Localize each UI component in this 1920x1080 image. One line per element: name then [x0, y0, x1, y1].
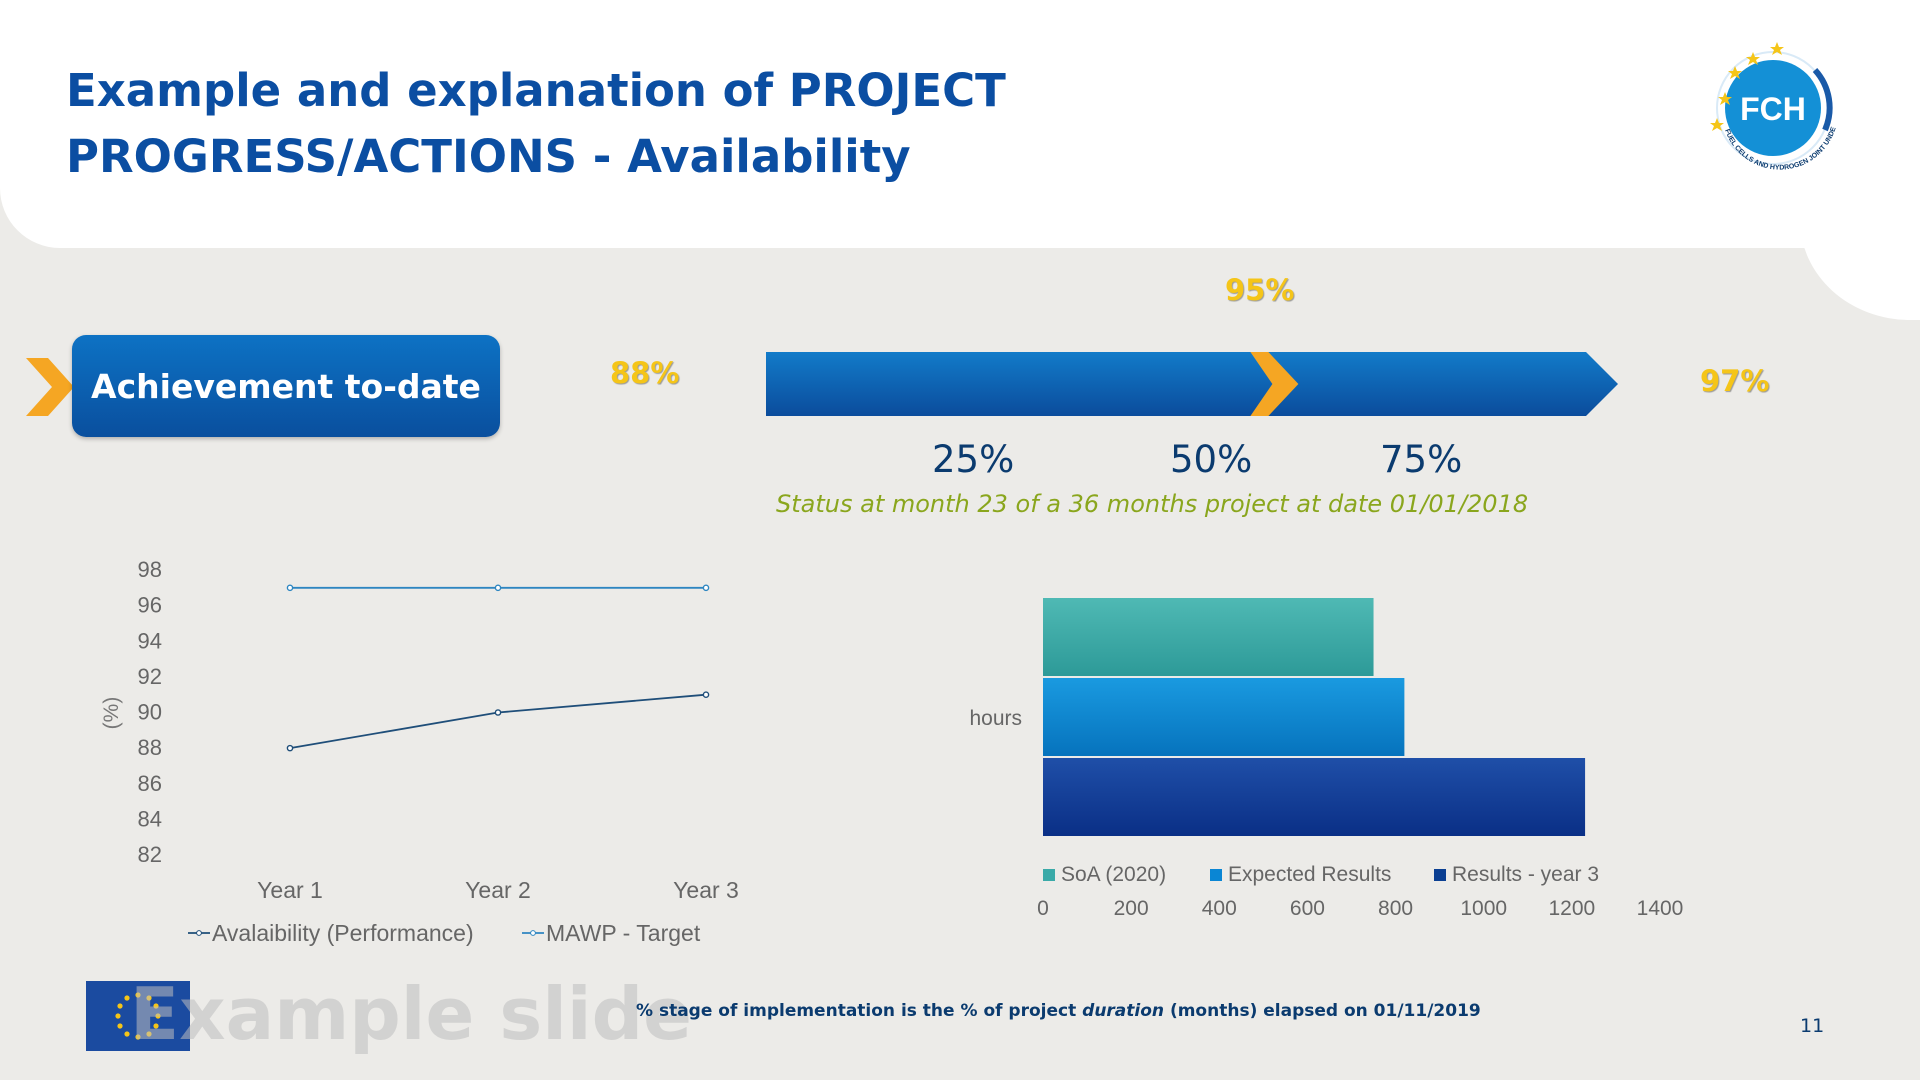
eu-flag-icon	[86, 981, 190, 1051]
target-value: 97%	[1700, 364, 1770, 398]
svg-text:FCH: FCH	[1740, 91, 1806, 127]
x-tick-label: 600	[1290, 897, 1325, 920]
hours-bar-chart: hours SoA (2020) Expected Results Results -…	[969, 598, 1684, 920]
legend-marker	[530, 930, 536, 936]
x-tick-label: 0	[1037, 897, 1049, 920]
y-tick-label: 98	[138, 557, 162, 582]
marker-75: 75%	[1380, 438, 1463, 481]
header-curve	[1800, 210, 1920, 320]
data-point	[494, 709, 502, 716]
eu-stars-icon	[1710, 42, 1784, 131]
bar-1	[1043, 678, 1405, 756]
y-tick-label: 84	[138, 806, 162, 831]
legend-swatch	[1210, 869, 1222, 881]
bar-2	[1043, 758, 1586, 836]
y-tick-label: 88	[138, 735, 162, 760]
marker-25: 25%	[932, 438, 1015, 481]
bar-0	[1043, 598, 1374, 676]
x-tick-label: 400	[1202, 897, 1237, 920]
start-value: 88%	[610, 356, 680, 390]
legend-label: Results - year 3	[1452, 863, 1599, 886]
x-tick-label: 1400	[1637, 897, 1684, 920]
marker-50: 50%	[1170, 438, 1253, 481]
y-tick-label: 96	[138, 593, 162, 618]
legend-swatch	[1043, 869, 1055, 881]
data-point	[702, 691, 710, 698]
x-tick-label: Year 1	[257, 877, 323, 903]
y-tick-label: 92	[138, 664, 162, 689]
category-label: hours	[969, 707, 1022, 730]
y-tick-label: 86	[138, 771, 162, 796]
progress-arrow	[766, 352, 1618, 416]
footnote: % stage of implementation is the % of pr…	[636, 1001, 1481, 1021]
series-line-0	[289, 693, 707, 750]
y-tick-label: 90	[138, 700, 162, 725]
availability-line-chart: 98 96 94 92 90 88 86 84 82 (%) Year 1 Year 2 Year 3 A…	[100, 557, 739, 946]
status-note: Status at month 23 of a 36 months projec…	[776, 490, 1529, 518]
x-tick-label: 1000	[1460, 897, 1507, 920]
page-number: 11	[1800, 1015, 1825, 1037]
data-point	[494, 584, 502, 592]
legend-marker	[196, 930, 202, 936]
legend-swatch	[1434, 869, 1446, 881]
slide-title: Example and explanation of PROJECT PROGR…	[66, 64, 1006, 183]
y-tick-label: 82	[138, 842, 162, 867]
x-tick-label: 800	[1378, 897, 1413, 920]
progress-marker-icon	[1250, 352, 1299, 416]
current-value: 95%	[1225, 273, 1295, 307]
fch-logo: FCH FUEL CELLS AND HYDROGEN JOINT UNDERT…	[1685, 30, 1838, 172]
x-tick-label: 200	[1114, 897, 1149, 920]
y-axis-label: (%)	[100, 697, 123, 730]
legend-label: SoA (2020)	[1061, 863, 1166, 886]
data-point	[702, 584, 710, 592]
legend-label: Expected Results	[1228, 863, 1391, 886]
data-point	[286, 584, 294, 592]
data-point	[286, 744, 294, 752]
y-tick-label: 94	[138, 628, 162, 653]
watermark: Example slide	[130, 972, 692, 1056]
legend-label: MAWP - Target	[546, 920, 701, 946]
x-tick-label: Year 3	[673, 877, 739, 903]
chevron-right-icon	[26, 358, 74, 416]
x-tick-label: Year 2	[465, 877, 531, 903]
header-panel	[0, 0, 1920, 248]
achievement-label: Achievement to-date	[72, 335, 500, 437]
legend-label: Avalaibility (Performance)	[212, 920, 474, 946]
x-tick-label: 1200	[1548, 897, 1595, 920]
